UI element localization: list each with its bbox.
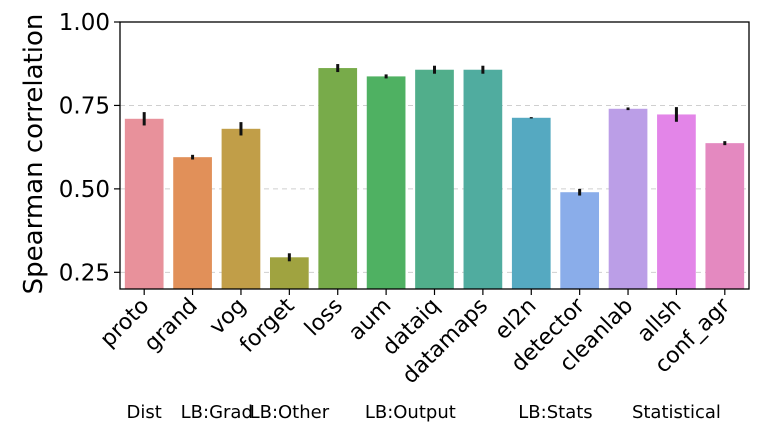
bar-vog xyxy=(221,128,261,289)
bar-el2n xyxy=(511,117,551,289)
bar-forget xyxy=(269,257,309,289)
y-tick-label: 0.75 xyxy=(59,93,110,119)
bar-conf_agr xyxy=(705,143,745,289)
group-label-lb-grad: LB:Grad xyxy=(181,402,253,423)
bar-detector xyxy=(560,192,600,289)
group-label-dist: Dist xyxy=(127,402,162,423)
y-axis: 0.25 0.50 0.75 1.00 xyxy=(59,10,120,286)
bar-dataiq xyxy=(415,69,454,289)
bar-loss xyxy=(318,68,358,290)
bars xyxy=(124,68,745,290)
bar-grand xyxy=(173,157,212,289)
y-tick-label: 1.00 xyxy=(59,10,110,36)
bar-proto xyxy=(124,118,164,289)
bar-datamaps xyxy=(463,69,503,289)
group-label-statistical: Statistical xyxy=(632,402,721,423)
x-tick-label-forget: forget xyxy=(235,293,300,358)
bar-cleanlab xyxy=(608,108,648,290)
bar-aum xyxy=(366,76,406,290)
y-tick-label: 0.50 xyxy=(59,177,110,203)
bar-allsh xyxy=(657,114,696,289)
group-label-lb-stats: LB:Stats xyxy=(518,402,592,423)
group-label-lb-output: LB:Output xyxy=(365,402,456,423)
x-tick-label-grand: grand xyxy=(140,294,203,357)
group-label-lb-other: LB:Other xyxy=(250,402,330,423)
x-tick-label-loss: loss xyxy=(300,294,348,342)
y-tick-label: 0.25 xyxy=(59,260,110,286)
error-bars xyxy=(142,64,727,262)
y-axis-title: Spearman correlation xyxy=(19,14,49,295)
